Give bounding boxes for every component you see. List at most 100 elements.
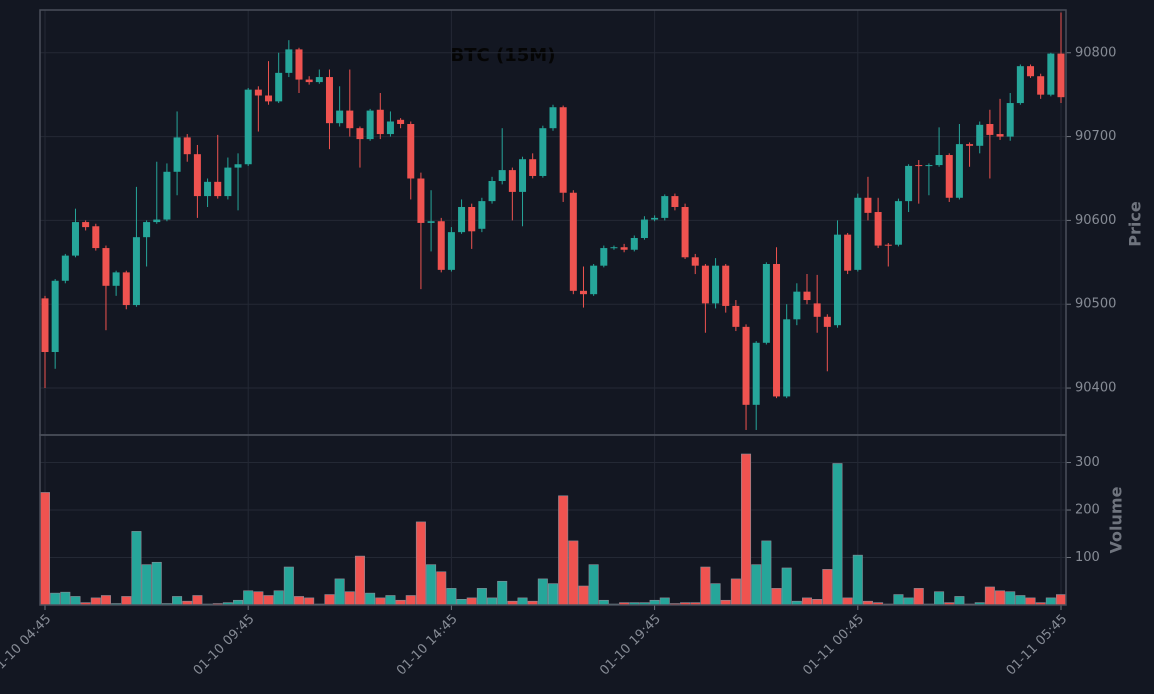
- candle-body: [61, 255, 69, 281]
- volume-bar: [913, 588, 924, 606]
- volume-bar: [903, 597, 914, 606]
- candle-body: [153, 219, 161, 223]
- candle-body: [905, 165, 913, 202]
- volume-bar: [1045, 597, 1056, 606]
- volume-bar: [426, 564, 437, 606]
- volume-tick-label: 100: [1075, 550, 1100, 565]
- volume-bar: [954, 596, 965, 606]
- candle-body: [407, 124, 415, 179]
- candle-body: [712, 265, 720, 304]
- candle-body: [315, 77, 323, 83]
- volume-bar: [121, 596, 132, 606]
- volume-bar: [100, 595, 111, 606]
- candle-body: [894, 201, 902, 245]
- candle-body: [590, 265, 598, 295]
- candle-body: [600, 248, 608, 266]
- candle-body: [569, 192, 577, 291]
- candle-body: [376, 109, 384, 135]
- candle-body: [478, 201, 486, 229]
- volume-bar: [253, 591, 264, 606]
- candle-body: [874, 212, 882, 246]
- volume-bar: [812, 599, 823, 606]
- candle-body: [1057, 53, 1065, 98]
- volume-bar: [578, 585, 589, 606]
- volume-bar: [60, 591, 71, 606]
- candle-body: [925, 165, 933, 167]
- candle-body: [163, 171, 171, 220]
- candle-body: [752, 342, 760, 405]
- candle-body: [346, 110, 354, 129]
- candle-body: [915, 165, 923, 167]
- candle-body: [427, 221, 435, 223]
- candle-body: [986, 124, 994, 135]
- volume-bar: [436, 571, 447, 606]
- candle-body: [366, 110, 374, 140]
- volume-bar: [558, 495, 569, 606]
- volume-bar: [192, 595, 203, 606]
- candle-body: [234, 164, 242, 168]
- candle-body: [823, 316, 831, 327]
- volume-bar: [852, 554, 863, 606]
- candle-body: [773, 263, 781, 397]
- candle-body: [976, 124, 984, 146]
- candle-body: [579, 290, 587, 295]
- candle-body: [661, 196, 669, 218]
- candle-body: [813, 303, 821, 317]
- candle-body: [1006, 103, 1014, 137]
- candle-body: [691, 257, 699, 266]
- candle-body: [1027, 66, 1035, 77]
- candle-body: [864, 197, 872, 213]
- volume-bar: [781, 567, 792, 606]
- candle-body: [224, 167, 232, 197]
- volume-bar: [517, 597, 528, 606]
- candle-body: [803, 291, 811, 301]
- y-tick-label: 90800: [1075, 45, 1116, 60]
- volume-bar: [751, 564, 762, 606]
- volume-bar: [405, 595, 416, 606]
- candle-body: [254, 89, 262, 96]
- candle-body: [529, 159, 537, 176]
- candle-body: [1037, 76, 1045, 95]
- candle-body: [630, 238, 638, 250]
- candle-body: [1016, 66, 1024, 104]
- candle-body: [41, 298, 49, 353]
- volume-bar: [375, 597, 386, 606]
- candle-body: [519, 159, 527, 192]
- volume-bar: [50, 592, 61, 606]
- volume-bar: [842, 597, 853, 606]
- volume-bar: [70, 596, 81, 606]
- candle-body: [468, 206, 476, 232]
- candle-body: [447, 232, 455, 270]
- volume-bar: [90, 597, 101, 606]
- chart-title: BTC (15M): [451, 45, 556, 66]
- volume-bar: [456, 599, 467, 606]
- candle-body: [386, 121, 394, 135]
- volume-tick-label: 200: [1075, 503, 1100, 518]
- candle-body: [458, 206, 466, 233]
- candle-body: [214, 181, 222, 197]
- candle-body: [71, 222, 79, 256]
- volume-bar: [131, 531, 142, 606]
- candle-body: [732, 305, 740, 327]
- candle-body: [173, 137, 181, 172]
- volume-bar: [1005, 591, 1016, 606]
- volume-bar: [415, 521, 426, 606]
- candle-body: [559, 107, 567, 193]
- candle-body: [620, 247, 628, 250]
- candle-body: [204, 181, 212, 197]
- candle-body: [498, 170, 506, 182]
- candle-body: [488, 181, 496, 202]
- volume-bar: [151, 561, 162, 606]
- candle-body: [762, 263, 770, 343]
- volume-axis-label: Volume: [1107, 486, 1126, 553]
- volume-bar: [385, 595, 396, 606]
- y-tick-label: 90700: [1075, 129, 1116, 144]
- volume-bar: [547, 583, 558, 606]
- price-axis-label: Price: [1126, 201, 1145, 247]
- candle-body: [996, 134, 1004, 137]
- volume-bar: [293, 596, 304, 606]
- volume-bar: [822, 569, 833, 606]
- volume-bar: [141, 564, 152, 606]
- candle-body: [935, 155, 943, 166]
